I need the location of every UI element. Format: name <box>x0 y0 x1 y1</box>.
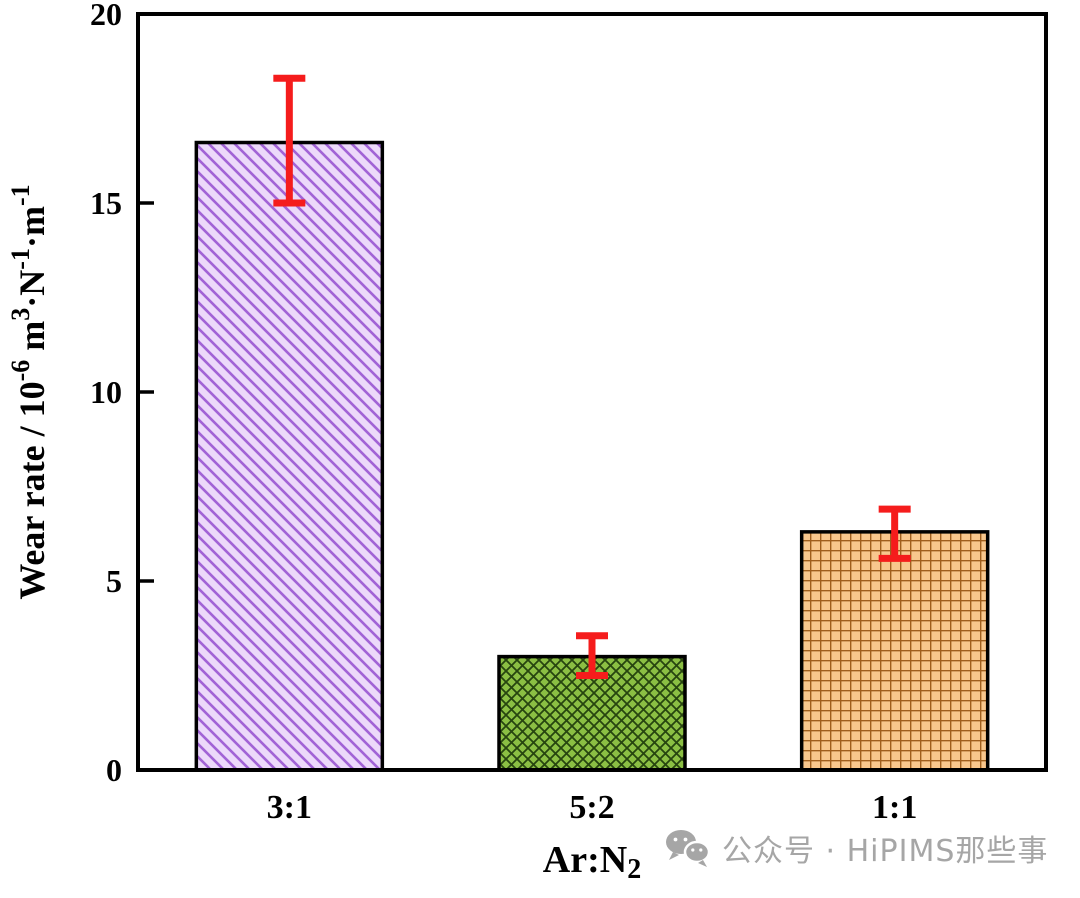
y-tick-label: 5 <box>106 563 122 599</box>
wechat-icon <box>666 830 710 867</box>
y-tick-label: 15 <box>90 185 122 221</box>
x-axis-title: Ar:N2 <box>543 839 641 885</box>
watermark: 公众号 · HiPIMS那些事 <box>664 826 1048 870</box>
watermark-text: 公众号 · HiPIMS那些事 <box>722 834 1049 869</box>
x-category-label: 3:1 <box>267 789 312 826</box>
y-tick-label: 10 <box>90 374 122 410</box>
x-category-label: 5:2 <box>569 789 614 826</box>
x-category-label: 1:1 <box>872 789 917 826</box>
error-bar-1:1 <box>878 505 911 562</box>
error-bar-5:2 <box>576 632 608 679</box>
y-tick-label: 0 <box>106 752 122 788</box>
y-tick-label: 20 <box>90 0 122 32</box>
bar-1:1 <box>799 530 990 772</box>
y-axis-title: Wear rate / 10-6 m3·N-1·m-1 <box>6 184 52 599</box>
error-bar-3:1 <box>273 74 306 207</box>
bar-3:1 <box>194 140 385 772</box>
